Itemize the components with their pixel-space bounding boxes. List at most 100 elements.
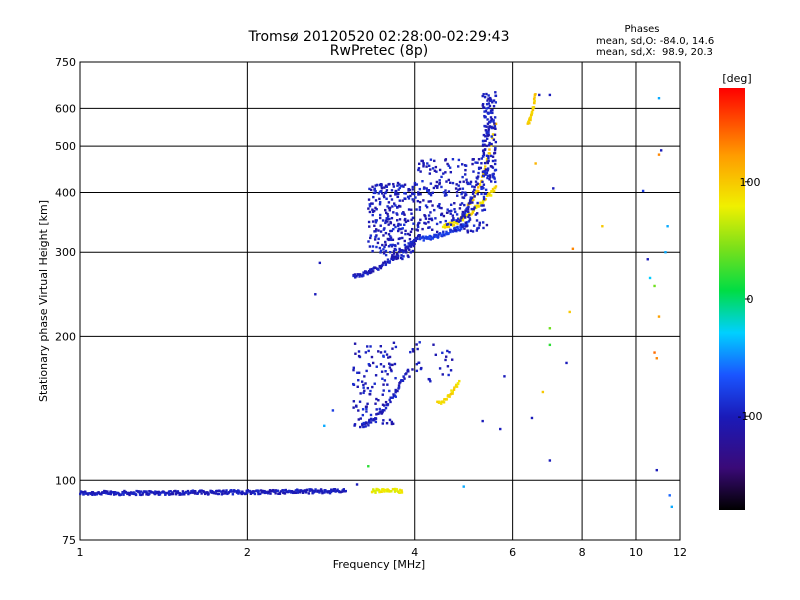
data-point [533,99,536,103]
data-point [369,421,373,424]
data-point [388,389,391,393]
data-point [481,221,485,224]
data-point [378,201,382,204]
data-point [282,489,286,492]
data-point [454,226,457,230]
data-point [109,490,113,493]
data-point [414,237,417,240]
data-point [396,224,400,227]
data-point [382,248,385,251]
data-point [383,245,386,249]
data-point [460,227,463,231]
data-point [386,212,389,216]
data-point [383,260,387,264]
data-point [394,489,397,493]
data-point [372,191,376,195]
data-point [476,227,479,230]
data-point [427,237,431,240]
data-point [480,187,483,191]
data-point [491,136,494,140]
data-point [162,490,165,493]
data-point [319,488,323,491]
data-point [415,362,419,366]
data-point [454,210,457,214]
data-point [139,493,143,497]
data-point [323,491,326,494]
data-point [370,490,374,494]
data-point [157,490,160,494]
data-point [482,226,485,230]
data-point [394,395,397,398]
data-point [482,195,486,199]
data-point [366,386,370,390]
colorbar-label: [deg] [722,72,751,85]
data-point [404,232,407,236]
data-point [456,222,459,225]
data-point [455,183,458,186]
data-point [251,491,254,495]
data-point [403,223,406,227]
data-point [386,220,389,223]
data-point [421,180,424,183]
data-point [473,195,476,198]
data-point [371,213,374,217]
data-point [389,194,392,198]
data-point [406,195,410,198]
data-point [382,365,386,368]
data-point [397,188,400,191]
data-point [333,488,337,491]
data-point [461,210,465,214]
data-point [384,489,387,492]
data-point [471,211,475,214]
data-point [400,231,403,234]
data-point [367,465,370,468]
data-point [433,159,436,163]
data-point [447,373,450,377]
y-tick-label: 200 [55,330,76,343]
data-point [467,210,470,213]
data-point [176,491,180,494]
data-point [181,492,184,495]
data-point [449,170,453,174]
data-point [447,190,451,193]
data-point [383,186,386,189]
data-point [90,492,93,496]
data-point [252,490,256,493]
data-point [488,148,491,151]
data-point [422,163,425,166]
data-point [375,487,378,491]
data-point [384,221,387,225]
data-point [105,492,108,495]
data-point [385,422,389,425]
data-point [439,221,442,224]
data-point [417,361,421,364]
data-point [218,489,221,493]
data-point [460,216,463,219]
data-point [375,234,378,237]
data-point [482,151,486,155]
data-point [532,97,536,101]
data-point [384,219,388,222]
data-point [107,492,110,495]
data-point [456,225,459,229]
data-point [438,168,442,172]
data-point [317,489,320,492]
data-point [601,225,604,228]
data-point [194,490,197,493]
data-point [377,237,380,241]
data-point [373,224,376,228]
data-point [394,391,397,394]
data-point [449,181,452,184]
data-point [485,157,489,161]
data-point [138,491,141,494]
data-point [379,266,383,270]
data-point [366,272,369,276]
data-point [242,492,245,495]
data-point [131,492,134,495]
data-point [448,351,451,354]
data-point [257,489,260,493]
data-point [368,245,372,248]
data-point [664,251,667,254]
data-point [169,490,172,493]
